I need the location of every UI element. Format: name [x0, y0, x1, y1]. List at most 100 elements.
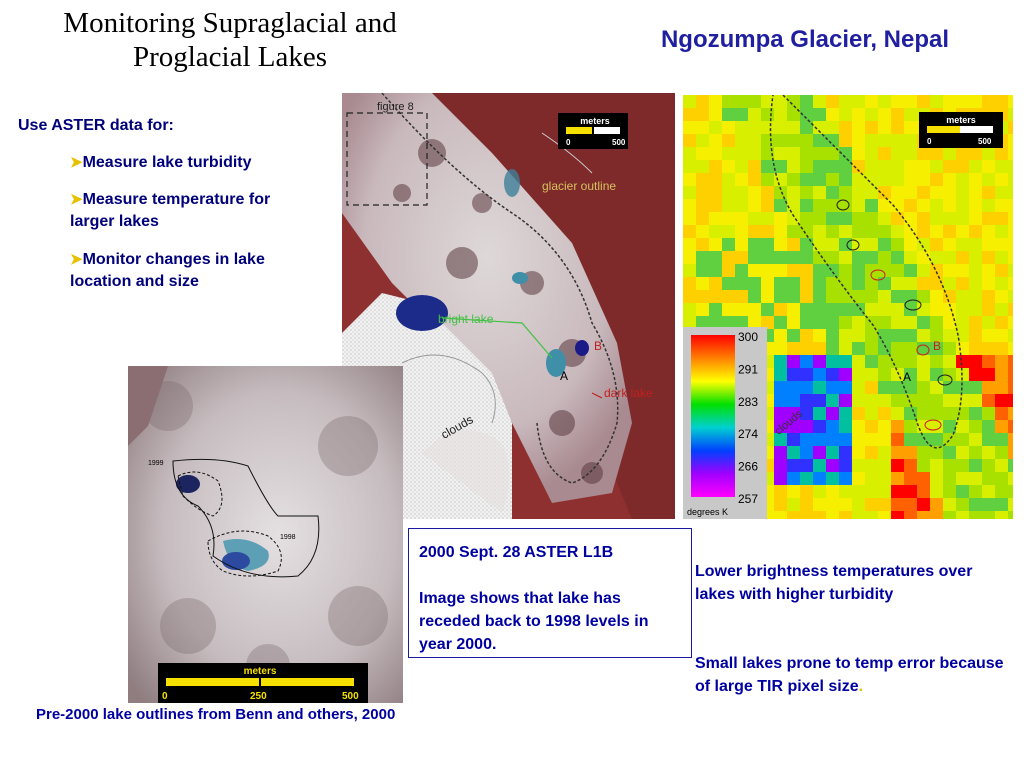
temperature-cell — [696, 264, 709, 277]
temperature-cell — [800, 134, 813, 147]
temperature-cell — [956, 303, 969, 316]
temperature-cell — [1008, 381, 1013, 394]
temperature-cell — [904, 186, 917, 199]
temperature-cell — [969, 472, 982, 485]
temperature-cell — [826, 472, 839, 485]
lake-outline — [937, 374, 953, 386]
temperature-cell — [930, 303, 943, 316]
temperature-cell — [865, 498, 878, 511]
temperature-cell — [878, 316, 891, 329]
temperature-cell — [813, 511, 826, 519]
temperature-cell — [917, 303, 930, 316]
temperature-cell — [852, 446, 865, 459]
temperature-cell — [943, 199, 956, 212]
temperature-cell — [761, 134, 774, 147]
temperature-cell — [917, 368, 930, 381]
temperature-cell — [774, 290, 787, 303]
temperature-cell — [995, 511, 1008, 519]
temperature-cell — [839, 433, 852, 446]
temperature-cell — [930, 433, 943, 446]
temperature-cell — [969, 251, 982, 264]
temperature-cell — [995, 238, 1008, 251]
temperature-cell — [748, 199, 761, 212]
temperature-cell — [839, 472, 852, 485]
temperature-cell — [683, 303, 696, 316]
temperature-cell — [878, 498, 891, 511]
temperature-cell — [930, 277, 943, 290]
temperature-cell — [917, 381, 930, 394]
temperature-cell — [722, 199, 735, 212]
temperature-cell — [683, 277, 696, 290]
temperature-cell — [930, 459, 943, 472]
temperature-cell — [839, 498, 852, 511]
right-caption-line-1: Lower brightness temperatures over lakes… — [695, 563, 973, 603]
temperature-cell — [891, 394, 904, 407]
temperature-cell — [683, 134, 696, 147]
temperature-cell — [800, 173, 813, 186]
temperature-cell — [774, 368, 787, 381]
temperature-cell — [930, 472, 943, 485]
temperature-cell — [696, 108, 709, 121]
temperature-cell — [761, 186, 774, 199]
temperature-cell — [878, 121, 891, 134]
point-a-label: A — [560, 369, 568, 383]
temperature-cell — [904, 277, 917, 290]
bullet-item: ➤Measure temperature for larger lakes — [70, 189, 300, 233]
temperature-cell — [683, 316, 696, 329]
temperature-cell — [982, 498, 995, 511]
temperature-cell — [761, 264, 774, 277]
temperature-cell — [748, 108, 761, 121]
temperature-cell — [839, 394, 852, 407]
temperature-cell — [800, 381, 813, 394]
temperature-cell — [748, 173, 761, 186]
temperature-cell — [787, 498, 800, 511]
temperature-cell — [761, 147, 774, 160]
temperature-cell — [917, 173, 930, 186]
temperature-cell — [904, 511, 917, 519]
temperature-cell — [917, 186, 930, 199]
temperature-cell — [761, 225, 774, 238]
temperature-cell — [839, 134, 852, 147]
temperature-cell — [787, 446, 800, 459]
temperature-cell — [813, 485, 826, 498]
colorbar-unit-label: degrees K — [687, 507, 728, 517]
temperature-cell — [943, 355, 956, 368]
temperature-cell — [813, 173, 826, 186]
lake-outline — [916, 344, 930, 356]
temperature-cell — [969, 342, 982, 355]
point-b-label: B — [594, 339, 602, 353]
temperature-cell — [787, 199, 800, 212]
temperature-cell — [891, 95, 904, 108]
inset-scale-250: 250 — [250, 691, 267, 702]
temperature-cell — [722, 238, 735, 251]
temperature-cell — [787, 303, 800, 316]
temperature-cell — [735, 147, 748, 160]
temperature-cell — [969, 394, 982, 407]
temperature-cell — [800, 303, 813, 316]
temperature-cell — [865, 147, 878, 160]
temperature-cell — [735, 238, 748, 251]
temperature-cell — [722, 316, 735, 329]
temperature-cell — [761, 511, 774, 519]
temperature-cell — [943, 290, 956, 303]
temperature-cell — [865, 121, 878, 134]
temperature-cell — [930, 316, 943, 329]
temperature-cell — [774, 95, 787, 108]
temperature-cell — [826, 134, 839, 147]
temperature-cell — [852, 212, 865, 225]
temperature-cell — [865, 368, 878, 381]
temperature-cell — [943, 381, 956, 394]
temperature-cell — [852, 498, 865, 511]
false-color-satellite-image: meters 0 500 figure 8 glacier outline br… — [342, 93, 675, 519]
temperature-cell — [761, 251, 774, 264]
temperature-cell — [878, 355, 891, 368]
temperature-cell — [1008, 394, 1013, 407]
temperature-cell — [774, 381, 787, 394]
temperature-cell — [865, 303, 878, 316]
temperature-cell — [917, 290, 930, 303]
temperature-cell — [1008, 277, 1013, 290]
temperature-cell — [787, 95, 800, 108]
temperature-cell — [774, 238, 787, 251]
bullet-text: Measure lake turbidity — [82, 154, 252, 171]
temperature-cell — [969, 225, 982, 238]
